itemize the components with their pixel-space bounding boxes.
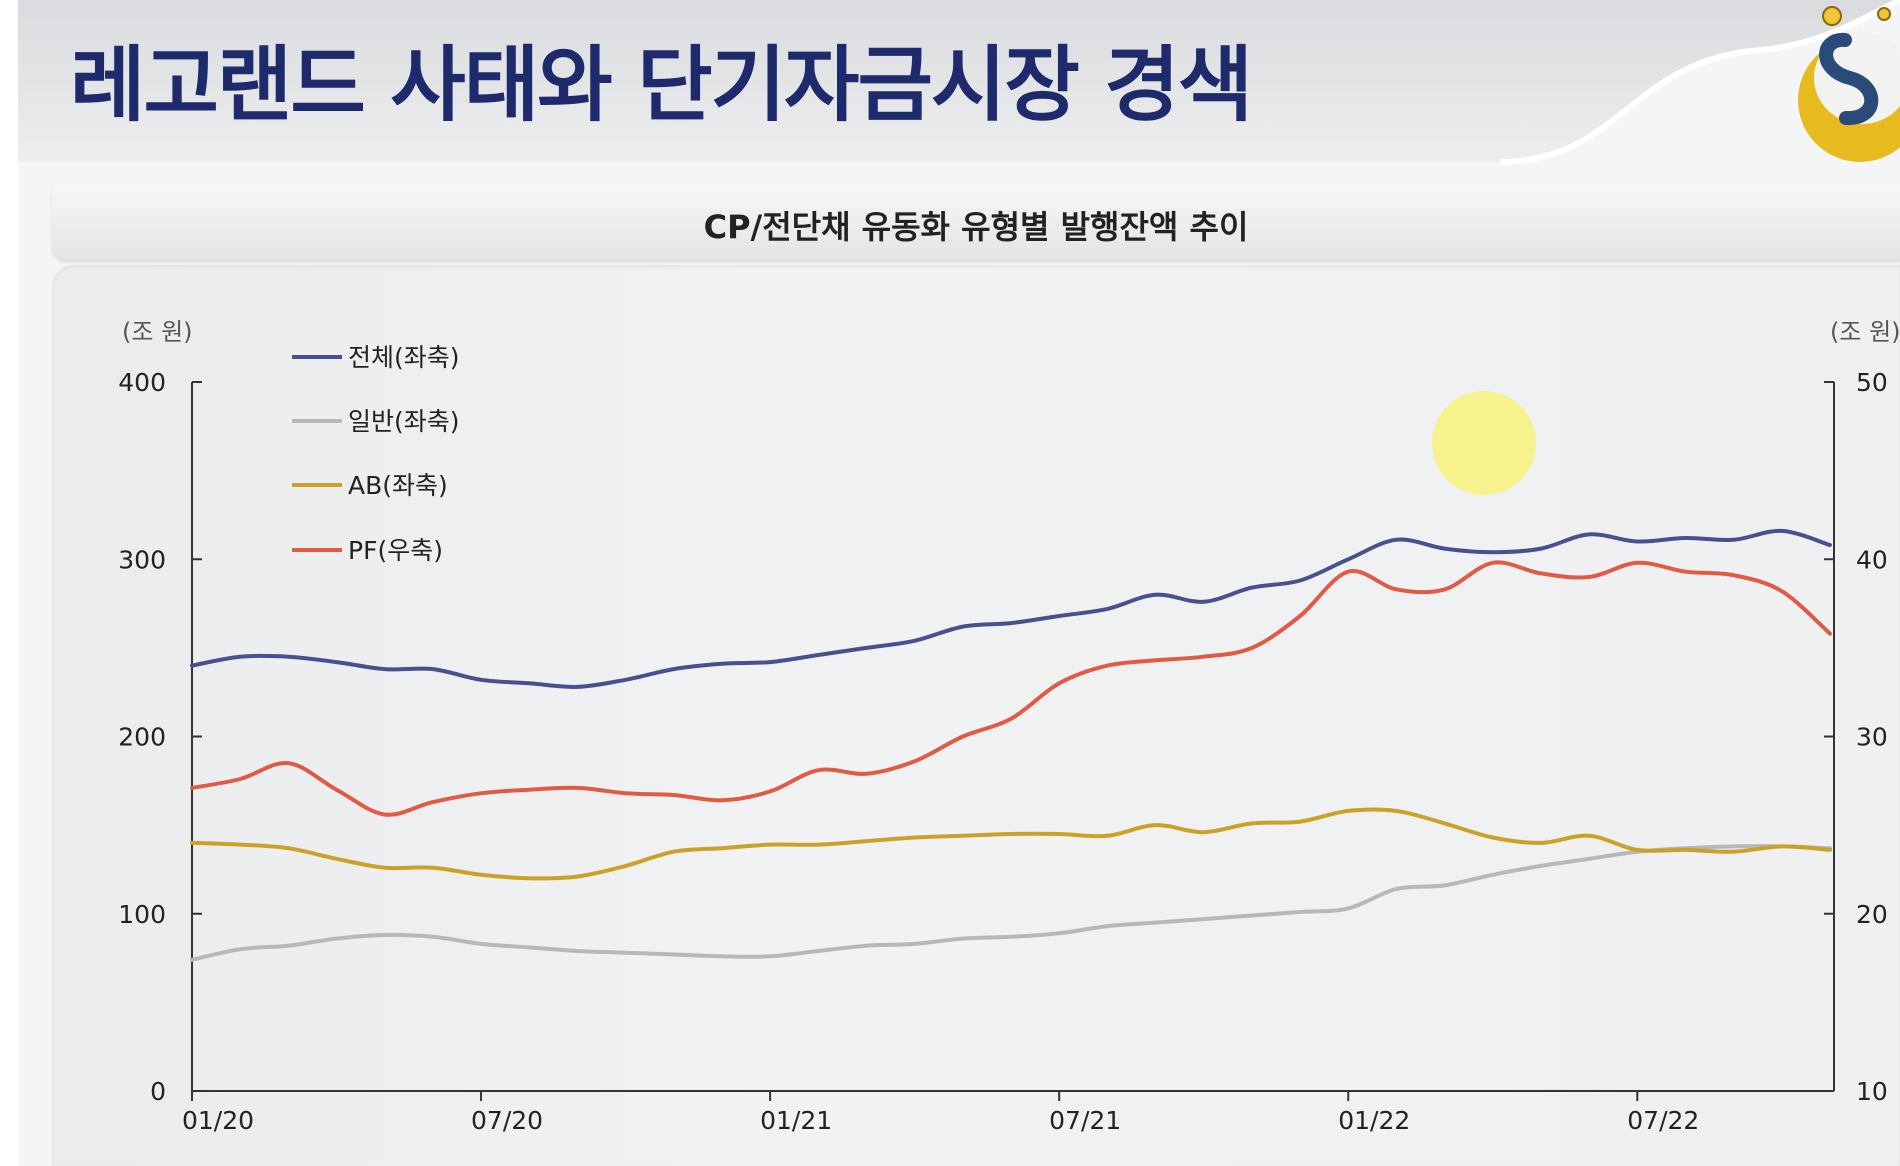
logo-emblem-icon — [1798, 6, 1900, 162]
header-band: 레고랜드 사태와 단기자금시장 경색 — [18, 0, 1900, 162]
left-margin — [0, 0, 18, 1166]
page-title: 레고랜드 사태와 단기자금시장 경색 — [70, 38, 1253, 133]
chart-card — [52, 265, 1900, 1166]
chart-title: CP/전단채 유동화 유형별 발행잔액 추이 — [703, 208, 1249, 246]
chart-title-bar: CP/전단채 유동화 유형별 발행잔액 추이 — [52, 182, 1900, 260]
header-decoration — [1500, 0, 1900, 180]
